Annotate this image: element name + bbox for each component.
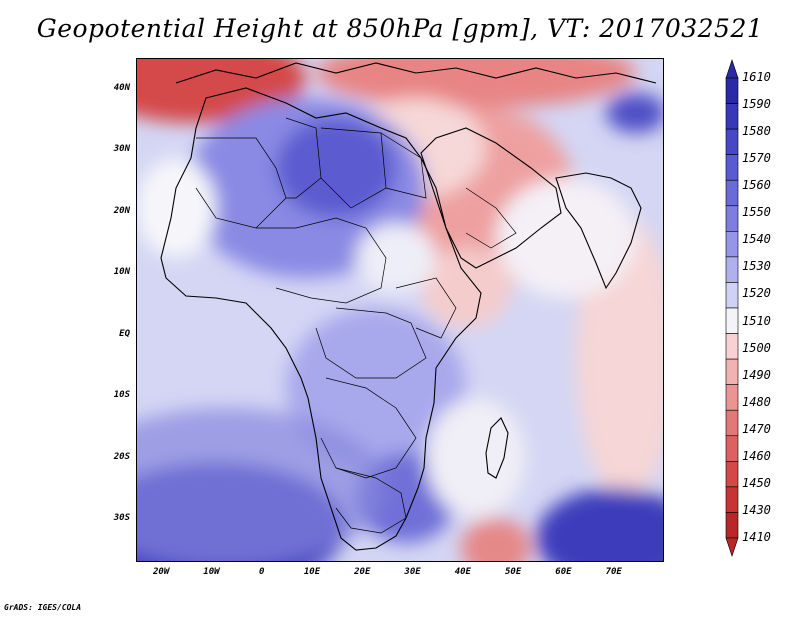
pink-horn bbox=[421, 248, 511, 328]
legend-label: 1590 bbox=[742, 97, 771, 112]
legend-swatch bbox=[725, 231, 739, 258]
lon-label: 50E bbox=[505, 567, 522, 577]
india-coastline bbox=[555, 172, 642, 290]
legend-swatch bbox=[725, 154, 739, 181]
legend-bottom-arrow bbox=[725, 537, 739, 557]
chart-title: Geopotential Height at 850hPa [gpm], VT:… bbox=[36, 14, 764, 43]
lat-label: EQ bbox=[119, 328, 130, 339]
legend-label: 1470 bbox=[742, 421, 771, 436]
legend-label: 1450 bbox=[742, 475, 771, 490]
lon-label: 10W bbox=[203, 567, 220, 577]
coastlines bbox=[160, 62, 657, 551]
lat-label: 30N bbox=[113, 144, 130, 155]
legend-label: 1540 bbox=[742, 232, 771, 247]
white-mozambique-channel bbox=[426, 398, 526, 518]
borders bbox=[195, 117, 517, 534]
white-west-africa bbox=[136, 158, 216, 258]
legend-label: 1610 bbox=[742, 70, 771, 84]
lat-label: 20N bbox=[113, 205, 130, 216]
legend-swatch bbox=[725, 128, 739, 155]
legend-swatch bbox=[725, 205, 739, 232]
africa-coastline bbox=[160, 87, 482, 551]
lon-label: 0 bbox=[258, 567, 265, 577]
legend-label: 1460 bbox=[742, 448, 771, 463]
lat-label: 10N bbox=[113, 267, 130, 278]
arabia-coastline bbox=[420, 127, 562, 269]
legend-label: 1430 bbox=[742, 502, 771, 517]
map-frame bbox=[136, 58, 664, 562]
lon-label: 30E bbox=[404, 567, 421, 577]
legend-swatch bbox=[725, 358, 739, 385]
blue-himalaya bbox=[606, 93, 664, 133]
legend-label: 1530 bbox=[742, 259, 771, 274]
legend-swatch bbox=[725, 77, 739, 104]
color-legend bbox=[725, 59, 739, 557]
lat-label: 20S bbox=[113, 451, 130, 462]
legend-swatch bbox=[725, 461, 739, 488]
lon-label: 40E bbox=[454, 567, 471, 577]
legend-label: 1550 bbox=[742, 205, 771, 220]
legend-swatch bbox=[725, 333, 739, 360]
pink-arabian-sea bbox=[496, 178, 636, 298]
legend-swatch bbox=[725, 282, 739, 309]
lon-label: 20E bbox=[354, 567, 371, 577]
legend-swatch bbox=[725, 384, 739, 411]
lat-label: 40N bbox=[113, 82, 130, 93]
blue-libya bbox=[276, 118, 396, 218]
madagascar-coastline bbox=[485, 417, 509, 479]
red-madagascar-south bbox=[461, 518, 531, 562]
blue-south-atlantic-outer bbox=[136, 408, 386, 562]
legend-label: 1480 bbox=[742, 394, 771, 409]
lat-label: 10S bbox=[113, 390, 130, 401]
legend-label: 1500 bbox=[742, 340, 771, 355]
legend-label: 1570 bbox=[742, 151, 771, 166]
legend-label: 1560 bbox=[742, 178, 771, 193]
credit-text: GrADS: IGES/COLA bbox=[4, 603, 82, 612]
legend-swatch bbox=[725, 486, 739, 513]
white-sudan bbox=[356, 223, 436, 293]
legend-swatch bbox=[725, 409, 739, 437]
legend-swatch bbox=[725, 256, 739, 283]
lon-label: 60E bbox=[555, 567, 572, 577]
legend-label: 1410 bbox=[742, 530, 771, 544]
legend-label: 1580 bbox=[742, 124, 771, 139]
legend-top-arrow bbox=[725, 59, 739, 79]
high-red-turkey bbox=[316, 58, 636, 108]
lon-label: 20W bbox=[153, 567, 170, 577]
legend-swatch bbox=[725, 512, 739, 539]
blue-south-indian bbox=[536, 488, 664, 562]
lon-label: 10E bbox=[303, 567, 321, 577]
lat-label: 30S bbox=[113, 512, 130, 523]
legend-swatch bbox=[725, 103, 739, 130]
europe-coastline bbox=[175, 62, 657, 84]
legend-label: 1510 bbox=[742, 313, 771, 328]
legend-swatch bbox=[725, 435, 739, 462]
legend-swatch bbox=[725, 179, 739, 207]
legend-label: 1490 bbox=[742, 367, 771, 382]
legend-swatch bbox=[725, 307, 739, 334]
geopotential-map bbox=[136, 58, 664, 562]
legend-label: 1520 bbox=[742, 286, 771, 301]
lon-label: 70E bbox=[605, 567, 622, 577]
